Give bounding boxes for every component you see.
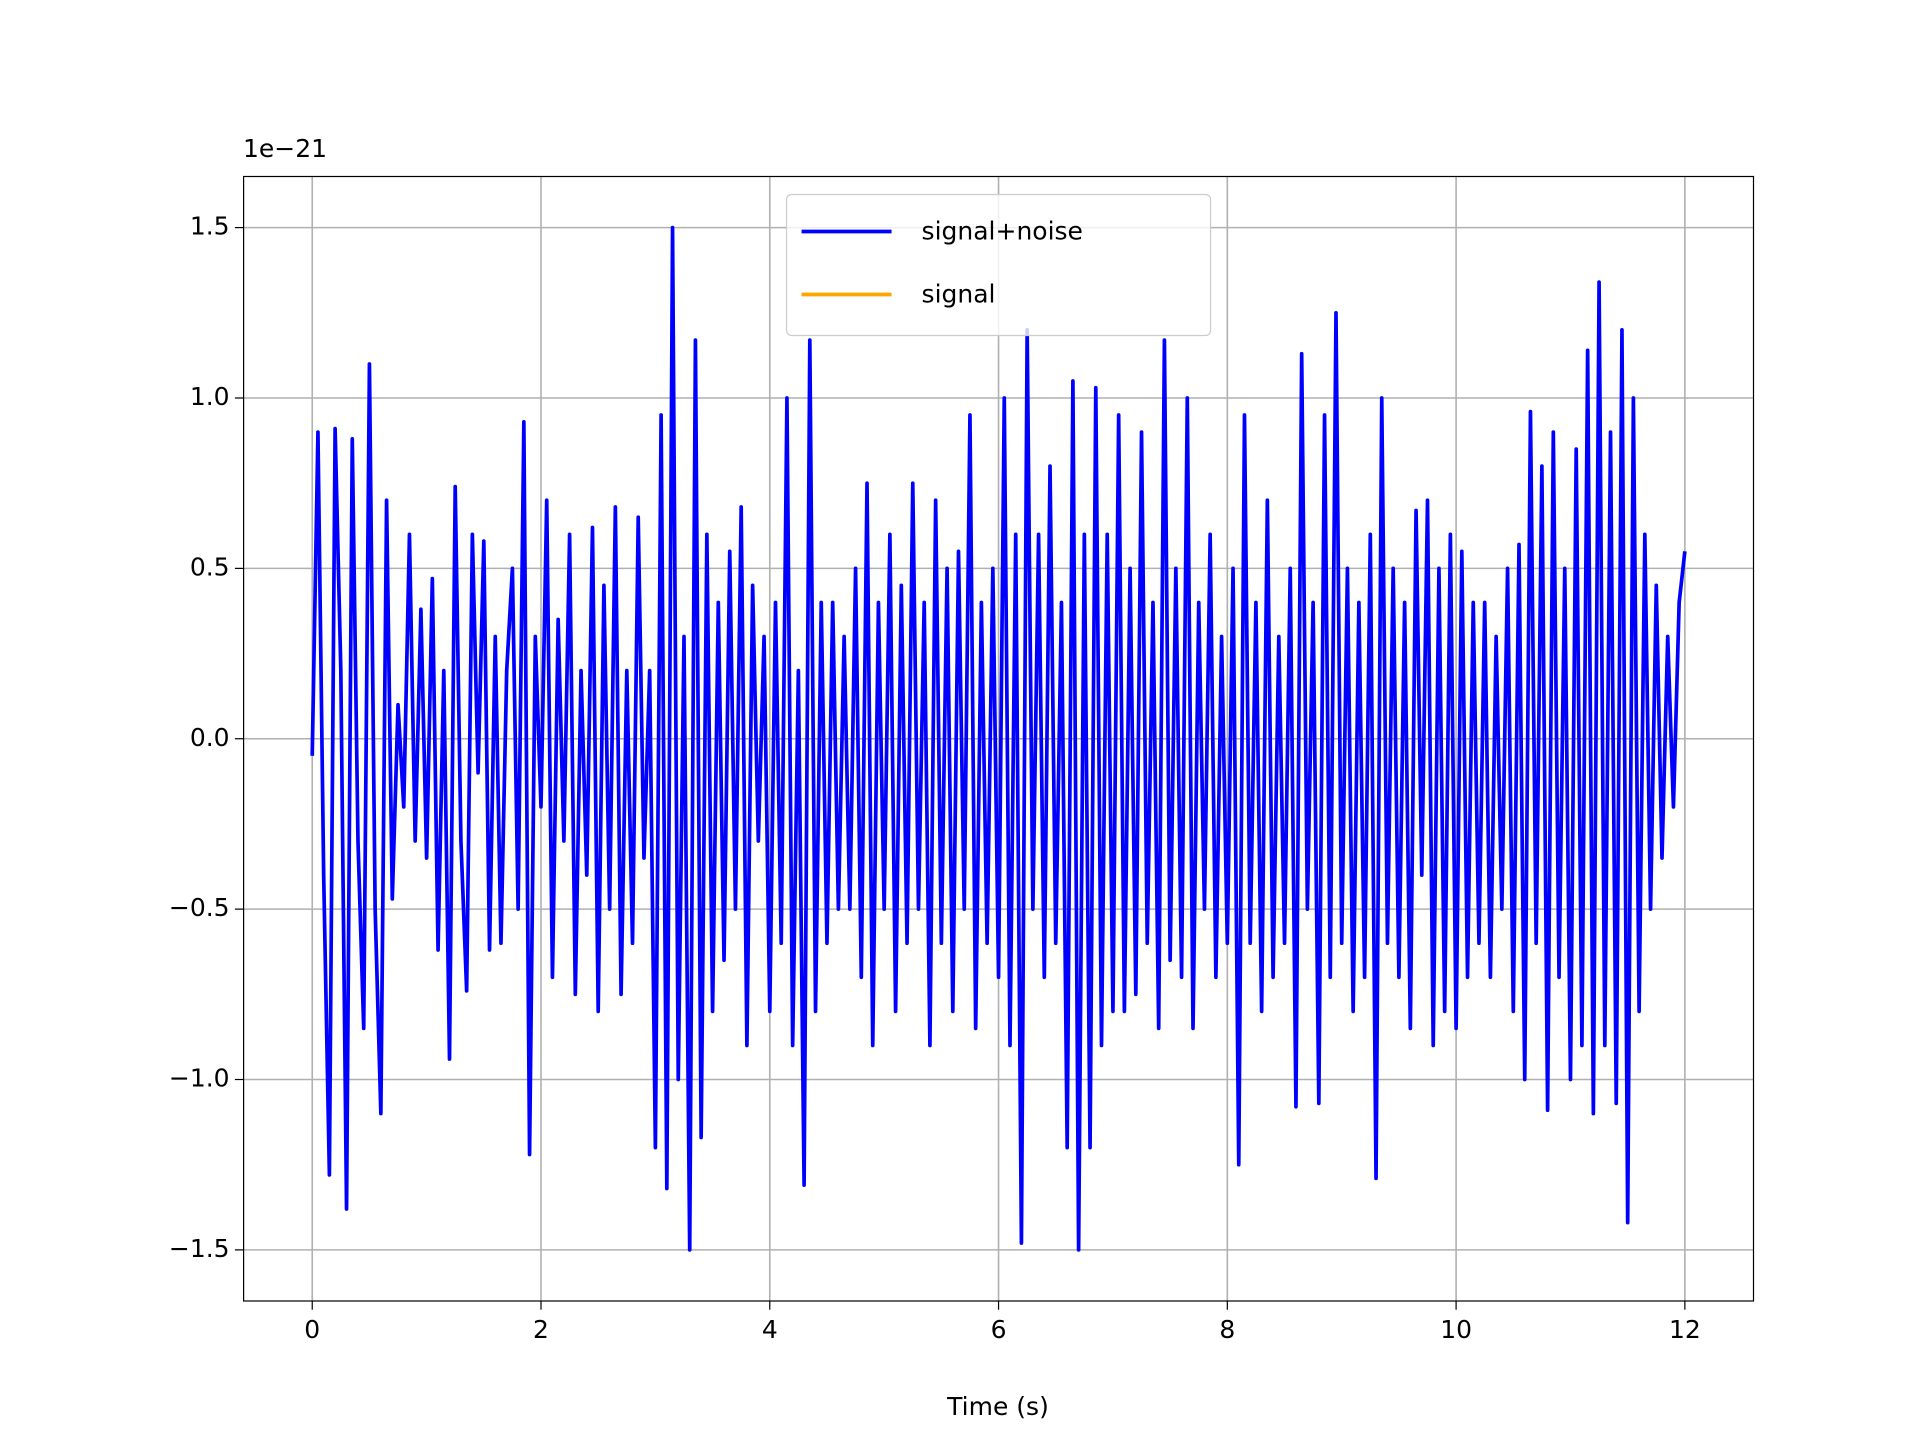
- y-tick-label: −0.5: [169, 893, 230, 922]
- y-tick-label: 1.0: [190, 382, 230, 411]
- x-tick-label: 0: [304, 1315, 320, 1344]
- y-tick-label: 0.5: [190, 552, 230, 581]
- x-axis-label: Time (s): [946, 1392, 1049, 1421]
- legend-label: signal+noise: [922, 217, 1083, 246]
- data-line: [310, 225, 1687, 1252]
- y-tick-label: 0.0: [190, 723, 230, 752]
- x-tick-label: 4: [762, 1315, 778, 1344]
- x-tick-label: 8: [1219, 1315, 1235, 1344]
- x-tick-label: 2: [533, 1315, 549, 1344]
- x-tick-label: 12: [1669, 1315, 1701, 1344]
- x-tick-label: 6: [991, 1315, 1007, 1344]
- legend-box: [785, 193, 1212, 337]
- x-tick-label: 10: [1440, 1315, 1472, 1344]
- y-tick-label: −1.5: [169, 1234, 230, 1263]
- y-tick-label: 1.5: [190, 212, 230, 241]
- axis-offset-label: 1e−21: [243, 134, 327, 163]
- plot-frame: [243, 175, 1755, 1302]
- y-tick-label: −1.0: [169, 1064, 230, 1093]
- legend-label: signal: [922, 280, 996, 309]
